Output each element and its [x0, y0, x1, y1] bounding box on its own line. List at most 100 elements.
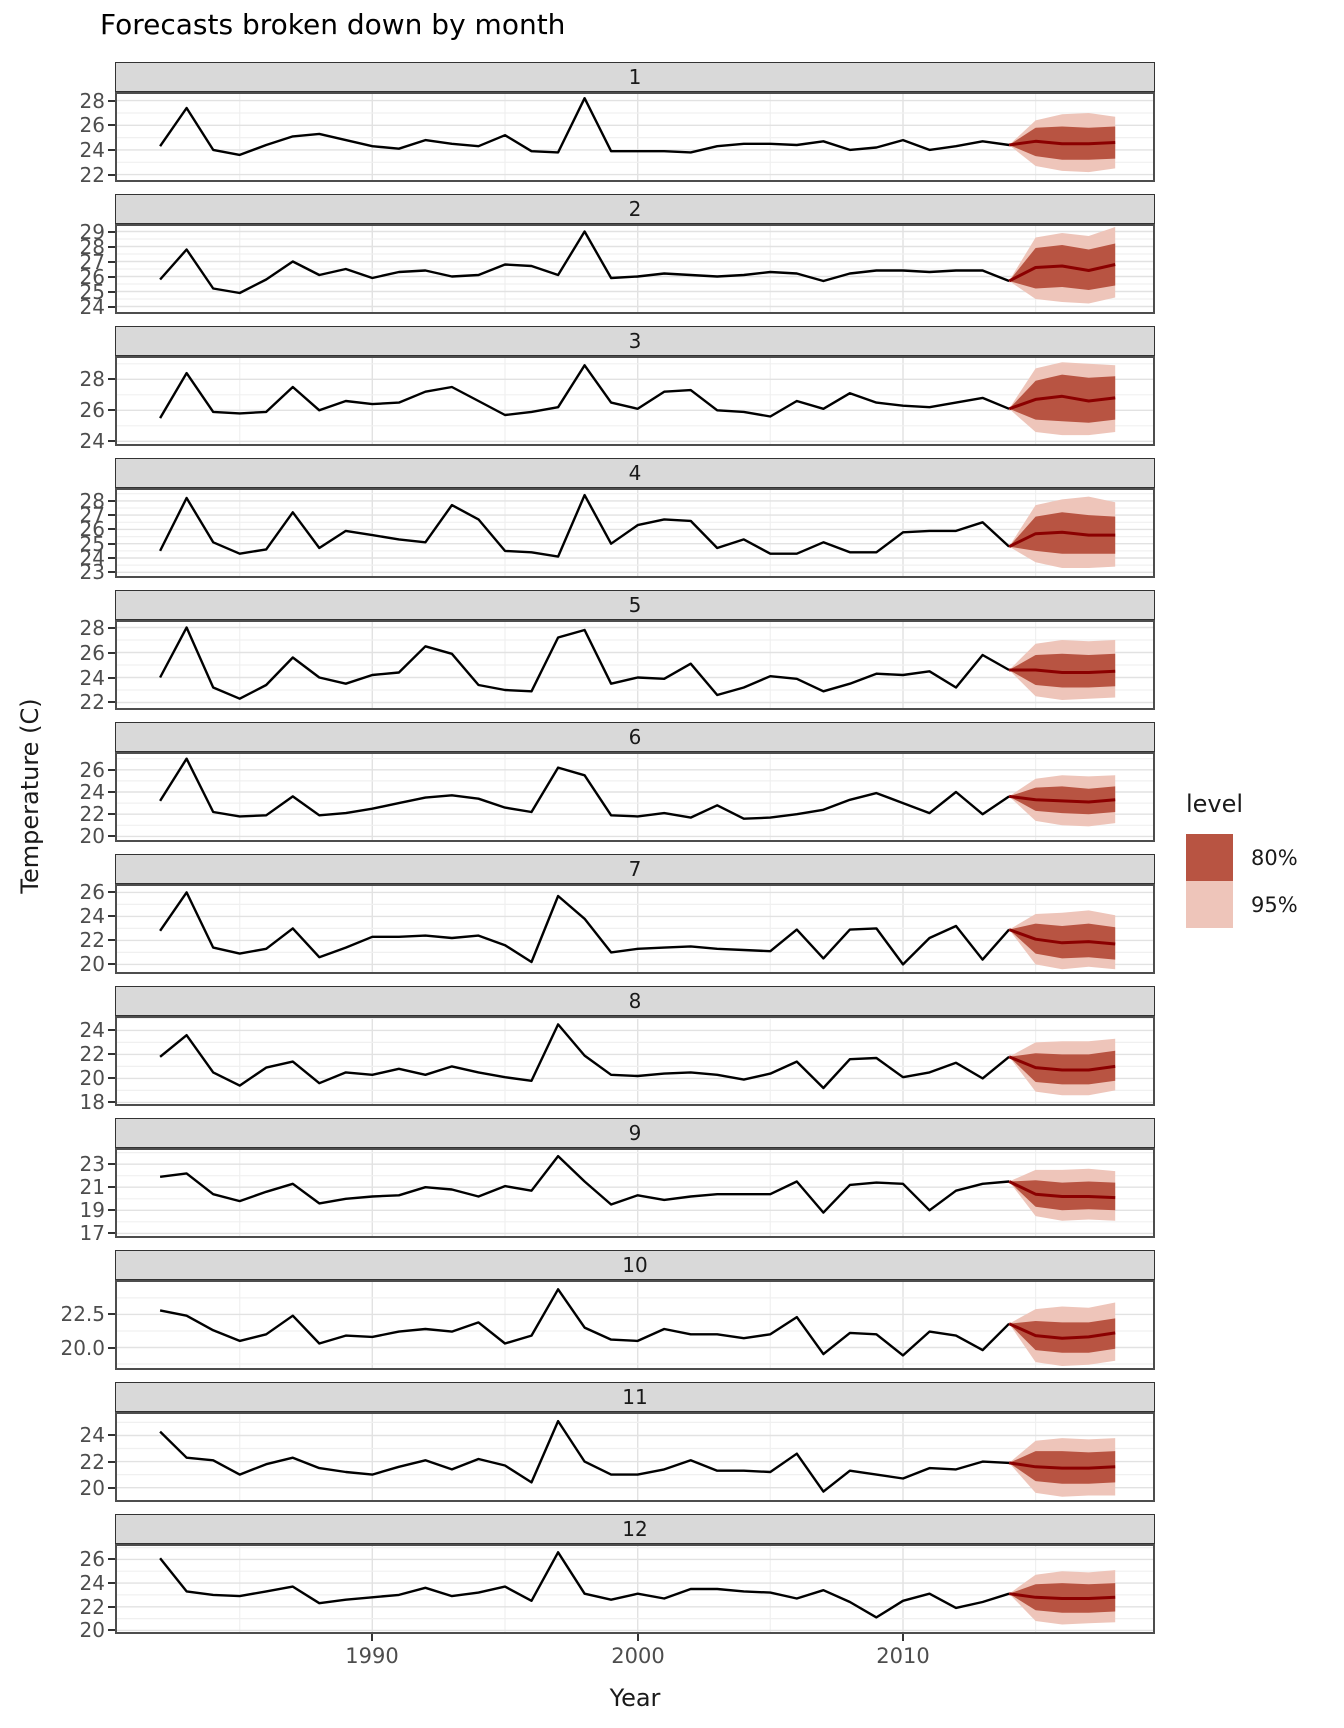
facet-strip-label: 5: [628, 593, 642, 617]
legend: level 80% 95%: [1186, 790, 1342, 928]
y-tick-label: 24: [79, 1423, 105, 1447]
x-tick-label: 2000: [611, 1644, 665, 1668]
facet-plot: [115, 752, 1155, 842]
facet-strip: 10: [115, 1250, 1155, 1280]
facet-strip: 4: [115, 458, 1155, 488]
facet-plot: [115, 1016, 1155, 1106]
facet-strip-label: 12: [622, 1517, 648, 1541]
y-tick-label: 20: [79, 824, 105, 848]
y-tick-mark: [108, 409, 115, 411]
forecast-mean-line: [1008, 394, 1116, 411]
facet-strip-label: 4: [628, 461, 642, 485]
y-tick-mark: [108, 835, 115, 837]
forecast-mean-line: [1008, 530, 1116, 548]
y-tick-mark: [108, 276, 115, 278]
y-tick-mark: [108, 514, 115, 516]
chart-title: Forecasts broken down by month: [100, 8, 566, 41]
y-tick-mark: [108, 701, 115, 703]
y-tick-mark: [108, 891, 115, 893]
x-tick-label: 1990: [345, 1644, 399, 1668]
y-tick-mark: [108, 1232, 115, 1234]
history-line: [159, 1419, 1010, 1493]
facet-plot: [115, 884, 1155, 974]
legend-title: level: [1186, 790, 1244, 818]
forecast-mean-line: [1009, 668, 1116, 674]
y-tick-mark: [108, 124, 115, 126]
y-tick-mark: [108, 231, 115, 233]
y-tick-label: 23: [79, 1152, 105, 1176]
facet-strip: 2: [115, 194, 1155, 224]
forecast-mean-line: [1008, 1180, 1116, 1200]
facet-plot: [115, 356, 1155, 446]
y-tick-label: 23: [79, 560, 105, 584]
panel-border: [115, 488, 1155, 578]
forecast-ribbon-80: [1009, 1318, 1116, 1353]
y-tick-mark: [108, 571, 115, 573]
y-tick-mark: [108, 1163, 115, 1165]
history-line: [159, 1551, 1010, 1619]
y-tick-mark: [108, 440, 115, 442]
y-tick-mark: [108, 1582, 115, 1584]
facet-panel-7: 7 20 22 24 26: [80, 854, 1155, 974]
y-tick-label: 24: [79, 295, 105, 319]
y-tick-mark: [108, 1029, 115, 1031]
y-tick-label: 24: [79, 1018, 105, 1042]
history-line: [159, 364, 1010, 419]
facet-panel-6: 6 20 22 24 26: [80, 722, 1155, 846]
y-tick-label: 22.5: [60, 1302, 105, 1326]
facet-plot: [115, 620, 1155, 710]
x-tick-mark: [371, 1634, 373, 1641]
facet-strip: 8: [115, 986, 1155, 1016]
y-tick-label: 20: [79, 1476, 105, 1500]
history-line: [159, 1288, 1010, 1357]
y-tick-mark: [108, 769, 115, 771]
y-tick-mark: [108, 1313, 115, 1315]
y-tick-label: 21: [79, 1175, 105, 1199]
y-tick-mark: [108, 500, 115, 502]
panel-border: [115, 1016, 1155, 1106]
panel-border: [115, 1412, 1155, 1502]
y-tick-mark: [108, 939, 115, 941]
legend-item-label: 95%: [1251, 892, 1298, 917]
panel-border: [115, 356, 1155, 446]
facet-panel-8: 8 18 20 22 24: [80, 986, 1155, 1112]
facet-strip: 12: [115, 1514, 1155, 1544]
y-tick-mark: [108, 528, 115, 530]
y-tick-mark: [108, 306, 115, 308]
facet-plot: [115, 1148, 1155, 1238]
y-tick-label: 24: [79, 1571, 105, 1595]
y-tick-mark: [108, 149, 115, 151]
y-tick-mark: [108, 915, 115, 917]
facet-plot: [115, 488, 1155, 578]
facet-panel-3: 3 24 26 28: [80, 326, 1155, 451]
y-tick-label: 28: [79, 89, 105, 113]
facet-plot: [115, 1280, 1155, 1370]
facet-plot: [115, 92, 1155, 182]
y-tick-label: 26: [79, 880, 105, 904]
forecast-mean-line: [1008, 1055, 1116, 1072]
y-tick-label: 28: [79, 616, 105, 640]
y-tick-mark: [108, 1434, 115, 1436]
y-tick-mark: [108, 627, 115, 629]
y-tick-mark: [108, 1461, 115, 1463]
facet-strip-label: 9: [628, 1121, 642, 1145]
panel-border: [115, 1280, 1155, 1370]
forecast-ribbon-80: [1009, 1050, 1116, 1085]
panel-border: [115, 224, 1155, 314]
x-axis-title: Year: [609, 1684, 661, 1712]
y-tick-mark: [108, 557, 115, 559]
facet-panel-4: 4 23 24 25 26 27 28: [80, 458, 1155, 582]
facet-strip: 7: [115, 854, 1155, 884]
forecast-mean-line: [1008, 794, 1116, 804]
facet-panel-9: 9 17 19 21 23: [80, 1118, 1155, 1243]
y-tick-label: 19: [79, 1198, 105, 1222]
history-line: [159, 1023, 1010, 1090]
forecast-mean-line: [1008, 139, 1116, 147]
history-line: [159, 230, 1010, 295]
y-tick-mark: [108, 378, 115, 380]
y-tick-mark: [108, 791, 115, 793]
facet-strip-label: 6: [628, 725, 642, 749]
y-tick-label: 24: [79, 429, 105, 453]
y-tick-mark: [108, 100, 115, 102]
y-tick-mark: [108, 677, 115, 679]
